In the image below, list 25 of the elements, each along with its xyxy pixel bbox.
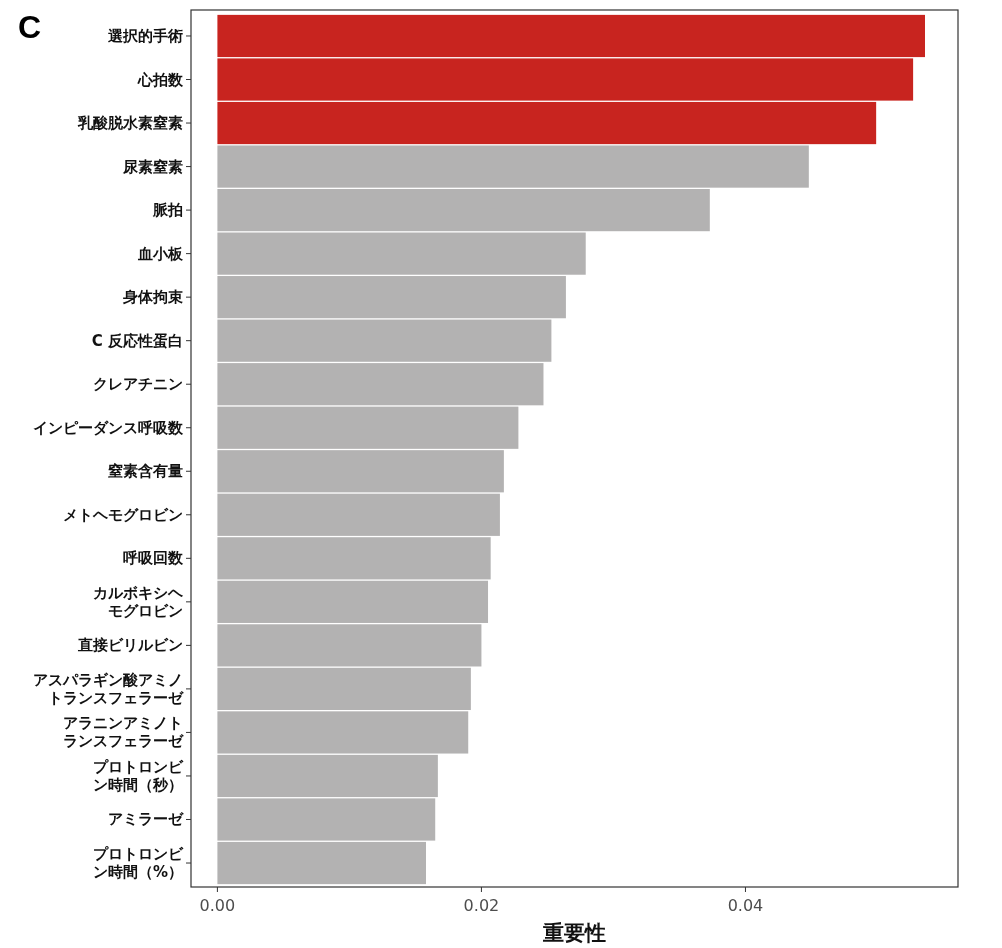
y-tick-label: アスパラギン酸アミノトランスフェラーゼ: [33, 670, 184, 707]
y-tick-label: 心拍数: [137, 70, 184, 89]
y-tick-label: 呼吸回数: [123, 549, 184, 568]
y-tick-label: アミラーゼ: [108, 810, 184, 829]
y-tick-label: 血小板: [137, 244, 184, 263]
y-tick-label: 尿素窒素: [122, 157, 183, 176]
x-tick-label: 0.00: [199, 896, 236, 915]
y-tick-label: プロトロンビン時間（%）: [92, 845, 184, 882]
y-tick-label: 脈拍: [152, 201, 183, 220]
y-tick-label: 身体拘束: [122, 288, 183, 307]
text: C: [18, 9, 42, 45]
y-tick-label: カルボキシヘモグロビン: [93, 583, 184, 620]
y-tick-label: メトヘモグロビン: [63, 505, 183, 524]
y-tick-label: 選択的手術: [107, 26, 183, 45]
x-tick-label: 0.02: [463, 896, 500, 915]
y-tick-label: プロトロンビン時間（秒）: [93, 757, 184, 794]
y-tick-label: C 反応性蛋白: [91, 331, 183, 350]
y-tick-label: アラニンアミノトランスフェラーゼ: [63, 714, 184, 751]
y-tick-label: クレアチニン: [93, 375, 183, 394]
x-tick-label: 0.04: [727, 896, 764, 915]
y-tick-label: 窒素含有量: [108, 462, 183, 481]
y-tick-label: 直接ビリルビン: [77, 636, 183, 655]
x-axis-title: 重要性: [542, 921, 606, 945]
y-tick-label: インピーダンス呼吸数: [33, 418, 184, 437]
y-tick-label: 乳酸脱水素窒素: [77, 114, 183, 133]
